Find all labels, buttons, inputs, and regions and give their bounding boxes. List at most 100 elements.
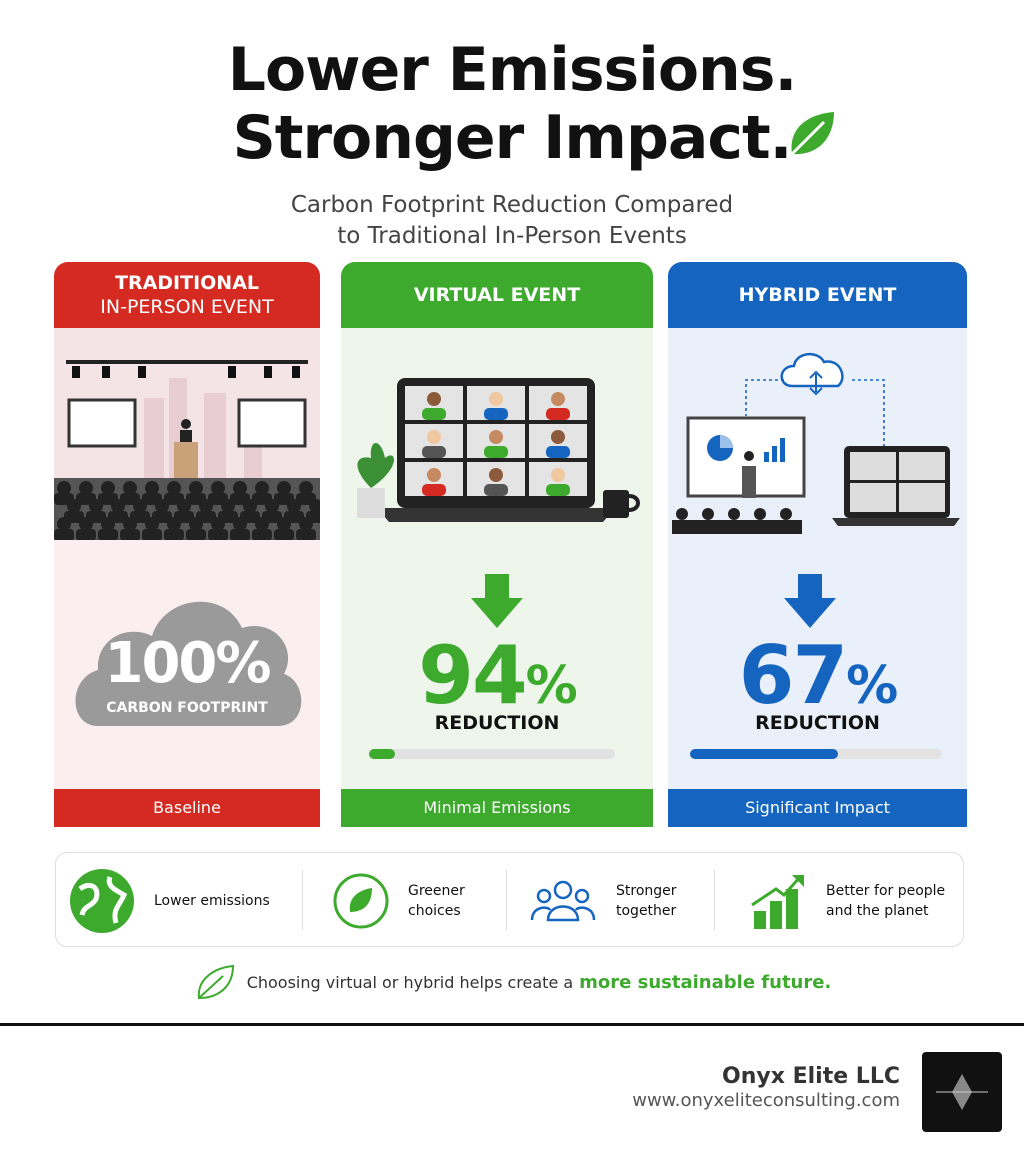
benefit: Greener choices bbox=[332, 853, 465, 948]
illustration-part bbox=[484, 446, 508, 458]
laptop-illustration bbox=[357, 378, 640, 522]
illustration-part bbox=[489, 468, 503, 482]
illustration-part bbox=[296, 529, 316, 541]
illustration-part bbox=[89, 499, 103, 513]
hybrid-card: HYBRID EVENT 67% REDUCTION Significant I… bbox=[668, 262, 967, 827]
illustration-part bbox=[54, 529, 74, 541]
illustration-part bbox=[155, 499, 169, 513]
company-name: Onyx Elite LLC bbox=[722, 1064, 900, 1089]
subtitle-line: Carbon Footprint Reduction Compared bbox=[290, 192, 734, 218]
illustration-part bbox=[484, 408, 508, 420]
card-title: VIRTUAL EVENT bbox=[413, 284, 581, 306]
illustration-part bbox=[189, 481, 203, 495]
benefit-text: Greener bbox=[408, 882, 465, 899]
illustration-part bbox=[67, 499, 81, 513]
card-title: IN-PERSON EVENT bbox=[100, 296, 274, 318]
illustration-part bbox=[422, 446, 446, 458]
illustration-part bbox=[101, 481, 115, 495]
progress-fill bbox=[369, 749, 395, 759]
stage-illustration bbox=[54, 328, 320, 541]
title-line: Stronger Impact. bbox=[232, 103, 793, 173]
illustration-part bbox=[57, 481, 71, 495]
illustration-part bbox=[287, 499, 301, 513]
website: www.onyxeliteconsulting.com bbox=[632, 1090, 900, 1111]
stat: 94% bbox=[341, 636, 653, 726]
illustration-part bbox=[164, 529, 184, 541]
illustration-part bbox=[142, 529, 162, 541]
card-footer: Significant Impact bbox=[668, 789, 967, 827]
benefit: Lower emissions bbox=[66, 853, 270, 948]
illustration-part bbox=[546, 446, 570, 458]
card-footer: Minimal Emissions bbox=[341, 789, 653, 827]
stat-label: REDUCTION bbox=[755, 712, 880, 734]
stat-unit: % bbox=[525, 656, 578, 716]
illustration-part bbox=[274, 529, 294, 541]
illustration-part bbox=[230, 529, 250, 541]
illustration-part bbox=[145, 481, 159, 495]
illustration-part bbox=[427, 468, 441, 482]
illustration-part bbox=[111, 499, 125, 513]
illustration-part bbox=[167, 481, 181, 495]
benefit-text: choices bbox=[408, 902, 461, 919]
tagline-text: Choosing virtual or hybrid helps create … bbox=[246, 972, 574, 992]
illustration-part bbox=[484, 484, 508, 496]
illustration-part bbox=[422, 484, 446, 496]
illustration-part bbox=[123, 517, 137, 531]
illustration-part bbox=[79, 481, 93, 495]
growth-icon bbox=[751, 874, 804, 929]
illustration-part bbox=[208, 529, 228, 541]
illustration-part bbox=[265, 499, 279, 513]
stat-number: 94 bbox=[418, 629, 527, 722]
illustration-part bbox=[422, 408, 446, 420]
illustration-part bbox=[145, 517, 159, 531]
traditional-card: TRADITIONAL IN-PERSON EVENT 100% CARBON F… bbox=[54, 262, 320, 827]
card-title: HYBRID EVENT bbox=[738, 284, 897, 306]
title-line: Lower Emissions. bbox=[227, 35, 798, 105]
illustration-part bbox=[101, 517, 115, 531]
illustration-part bbox=[427, 430, 441, 444]
illustration-part bbox=[189, 517, 203, 531]
progress-track bbox=[690, 749, 942, 759]
down-arrow bbox=[784, 574, 836, 628]
illustration-part bbox=[546, 408, 570, 420]
benefit-text: Better for people bbox=[826, 882, 946, 899]
illustration-part bbox=[133, 499, 147, 513]
benefit-text: and the planet bbox=[826, 902, 929, 919]
virtual-card: VIRTUAL EVENT 94% REDUCTION Minimal Emis… bbox=[341, 262, 653, 827]
card-footer: Baseline bbox=[54, 789, 320, 827]
illustration-part bbox=[233, 517, 247, 531]
illustration-part bbox=[79, 517, 93, 531]
logo bbox=[922, 1052, 1002, 1132]
illustration-part bbox=[199, 499, 213, 513]
subtitle-line: to Traditional In-Person Events bbox=[337, 223, 687, 249]
stat-unit: % bbox=[215, 631, 271, 696]
illustration-part bbox=[243, 499, 257, 513]
illustration-part bbox=[211, 517, 225, 531]
stat-number: 100 bbox=[104, 631, 217, 696]
illustration-part bbox=[489, 430, 503, 444]
progress-track bbox=[369, 749, 615, 759]
benefit: Better for people and the planet bbox=[750, 853, 945, 948]
illustration-part bbox=[177, 499, 191, 513]
down-arrow bbox=[471, 574, 523, 628]
illustration-part bbox=[57, 517, 71, 531]
cloud-shape bbox=[75, 601, 302, 726]
illustration-part bbox=[309, 499, 320, 513]
benefit-text: together bbox=[616, 902, 677, 919]
illustration-part bbox=[123, 481, 137, 495]
illustration-part bbox=[427, 392, 441, 406]
illustration-part bbox=[98, 529, 118, 541]
card-title: TRADITIONAL bbox=[114, 272, 260, 294]
illustration-part bbox=[76, 529, 96, 541]
illustration-part bbox=[255, 481, 269, 495]
leaf-circle-icon bbox=[333, 873, 389, 928]
illustration-part bbox=[167, 517, 181, 531]
stat-number: 67 bbox=[738, 629, 848, 722]
illustration-part bbox=[551, 468, 565, 482]
divider bbox=[0, 1023, 1024, 1026]
illustration-part bbox=[299, 517, 313, 531]
illustration-part bbox=[252, 529, 272, 541]
illustration-part bbox=[255, 517, 269, 531]
